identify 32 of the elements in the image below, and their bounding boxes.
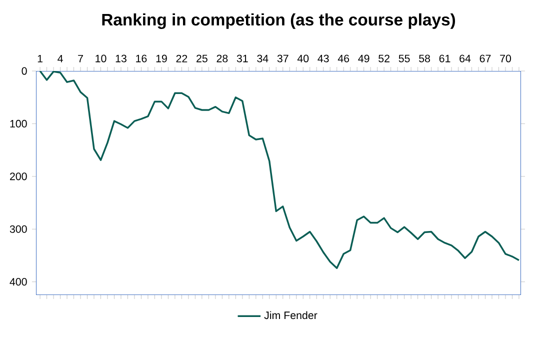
y-tick-label: 300 — [10, 225, 27, 233]
x-tick-label: 40 — [297, 54, 309, 62]
x-tick-label: 64 — [460, 54, 471, 62]
x-tick-label: 55 — [398, 54, 410, 62]
line-series — [39, 71, 520, 269]
x-tick-label: 13 — [116, 54, 126, 62]
x-tick-label: 37 — [277, 54, 288, 62]
x-tick-label: 58 — [419, 54, 430, 62]
y-tick-label: 0 — [22, 67, 27, 75]
x-tick-label: 70 — [500, 54, 511, 62]
x-tick-label: 10 — [96, 54, 106, 62]
x-tick-label: 43 — [318, 54, 329, 62]
x-tick-label: 28 — [216, 54, 228, 62]
y-tick-label: 200 — [10, 172, 27, 180]
x-tick-label: 49 — [358, 54, 370, 62]
y-tick-label: 400 — [10, 278, 27, 286]
x-tick-label: 22 — [176, 54, 188, 62]
x-tick-label: 67 — [480, 54, 491, 62]
x-tick-label: 61 — [439, 54, 450, 62]
x-tick-label: 25 — [196, 54, 208, 62]
x-tick-label: 16 — [136, 54, 147, 62]
x-tick-label: 4 — [58, 54, 63, 62]
legend-label: Jim Fender — [264, 311, 318, 320]
x-tick-label: 1 — [38, 54, 42, 62]
chart-title: Ranking in competition (as the course plays) — [102, 13, 456, 29]
x-tick-label: 31 — [236, 54, 248, 62]
x-tick-label: 46 — [338, 54, 350, 62]
x-tick-label: 7 — [78, 54, 83, 62]
x-tick-label: 19 — [156, 54, 167, 62]
y-tick-label: 100 — [10, 120, 27, 128]
x-tick-label: 52 — [378, 54, 390, 62]
x-tick-label: 34 — [257, 54, 268, 62]
